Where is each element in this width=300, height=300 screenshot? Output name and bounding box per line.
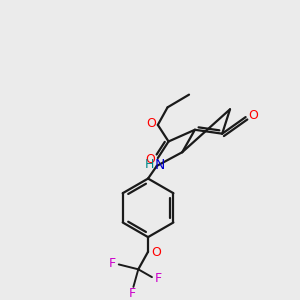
Text: N: N: [154, 158, 165, 172]
Text: O: O: [248, 109, 258, 122]
Text: F: F: [108, 257, 116, 270]
Text: O: O: [146, 117, 156, 130]
Text: F: F: [155, 272, 162, 285]
Text: O: O: [151, 246, 161, 259]
Text: O: O: [145, 152, 155, 166]
Text: F: F: [129, 287, 136, 300]
Text: H: H: [144, 158, 154, 171]
